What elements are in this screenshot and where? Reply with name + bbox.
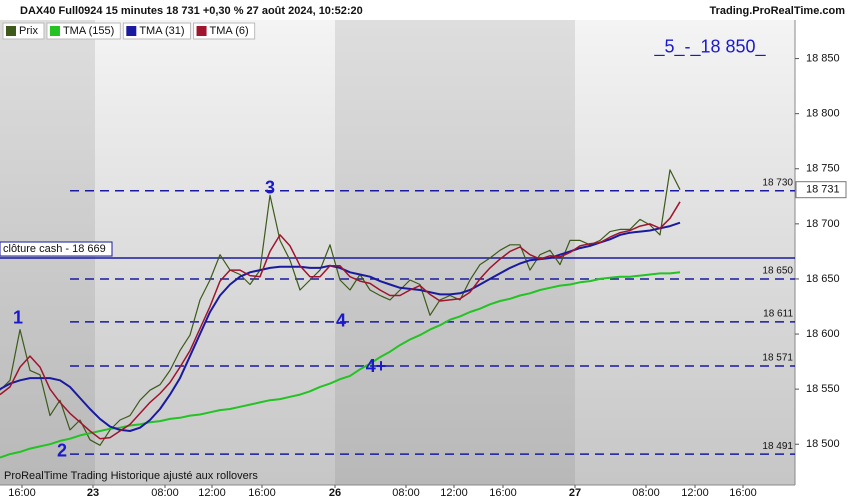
x-tick-label: 12:00 — [440, 487, 468, 499]
legend-swatch — [6, 26, 16, 36]
legend-item: TMA (6) — [193, 22, 256, 40]
header-bar — [0, 0, 850, 20]
day-band — [575, 20, 795, 485]
cash-close-label: clôture cash - 18 669 — [3, 243, 106, 255]
legend-box — [193, 22, 256, 40]
level-label: 18 491 — [762, 441, 793, 452]
y-axis-area — [795, 0, 850, 500]
x-tick-label: 16:00 — [489, 487, 517, 499]
legend-item: TMA (155) — [46, 22, 121, 40]
last-price-label: 18 731 — [806, 184, 840, 196]
annotation: 1 — [13, 307, 23, 327]
x-tick-label: 08:00 — [392, 487, 420, 499]
level-label: 18 650 — [762, 266, 793, 277]
y-tick-label: 18 700 — [806, 218, 840, 230]
y-tick-label: 18 550 — [806, 383, 840, 395]
level-label: 18 571 — [762, 353, 793, 364]
series-line — [0, 201, 681, 440]
legend-swatch — [196, 26, 207, 36]
x-tick-label: 12:00 — [198, 487, 226, 499]
y-tick-label: 18 800 — [806, 108, 840, 120]
legend-box — [46, 22, 121, 40]
cash-close-box — [0, 241, 113, 257]
series-line — [0, 221, 681, 432]
legend-label: TMA (31) — [139, 25, 184, 37]
annotation: 2 — [57, 441, 67, 461]
x-tick-label: 08:00 — [632, 487, 660, 499]
annotation: 4 — [336, 311, 346, 331]
annotation: 4+ — [366, 356, 387, 376]
y-tick-label: 18 500 — [806, 438, 840, 450]
legend-swatch — [49, 26, 60, 36]
legend-swatch — [126, 26, 137, 36]
x-tick-label: 26 — [329, 487, 341, 499]
last-price-tag — [795, 181, 847, 199]
legend-box — [122, 22, 192, 40]
legend-label: TMA (155) — [63, 25, 114, 37]
level-label: 18 730 — [762, 177, 793, 188]
day-band — [95, 20, 335, 485]
series-line — [0, 169, 681, 446]
legend-item: TMA (31) — [122, 22, 192, 40]
y-tick-label: 18 850 — [806, 52, 840, 64]
x-tick-label: 16:00 — [248, 487, 276, 499]
legend-label: TMA (6) — [210, 25, 249, 37]
footer-note: ProRealTime Trading Historique ajusté au… — [4, 470, 258, 482]
annotation: 3 — [265, 177, 275, 197]
x-tick-label: 16:00 — [8, 487, 36, 499]
x-axis-area — [0, 485, 850, 500]
x-tick-label: 12:00 — [681, 487, 709, 499]
x-tick-label: 08:00 — [151, 487, 179, 499]
header-title: DAX40 Full0924 15 minutes 18 731 +0,30 %… — [20, 5, 363, 17]
x-tick-label: 23 — [87, 487, 99, 499]
site-name: Trading.ProRealTime.com — [709, 5, 845, 17]
y-tick-label: 18 750 — [806, 163, 840, 175]
x-tick-label: 27 — [569, 487, 581, 499]
legend: Prix TMA (155) TMA (31) TMA (6) — [2, 22, 256, 40]
y-tick-label: 18 650 — [806, 273, 840, 285]
x-tick-label: 16:00 — [729, 487, 757, 499]
level-label: 18 611 — [763, 309, 793, 320]
y-tick-label: 18 600 — [806, 328, 840, 340]
annotation: _5_-_18 850_ — [653, 36, 766, 57]
legend-label: Prix — [19, 25, 38, 37]
legend-item: Prix — [2, 22, 45, 40]
